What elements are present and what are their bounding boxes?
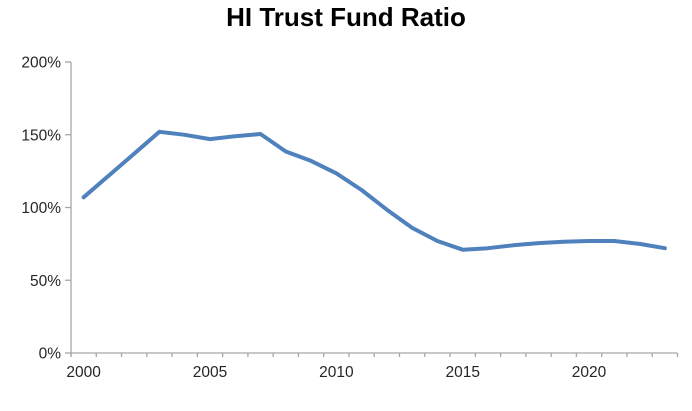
trend-line [81,129,667,252]
x-axis-tick-label: 2000 [66,364,101,381]
y-axis-tick-label: 200% [21,55,61,72]
y-axis-tick-label: 150% [21,127,61,144]
x-axis-tick-label: 2005 [193,364,227,381]
x-axis-tick-label: 2020 [572,364,607,381]
y-axis-tick-label: 50% [30,273,61,290]
y-axis-tick-label: 0% [39,346,62,363]
chart-title: HI Trust Fund Ratio [226,2,466,32]
x-axis-tick-label: 2010 [319,364,354,381]
y-axis-tick-label: 100% [21,200,61,217]
x-axis-tick-label: 2015 [445,364,479,381]
